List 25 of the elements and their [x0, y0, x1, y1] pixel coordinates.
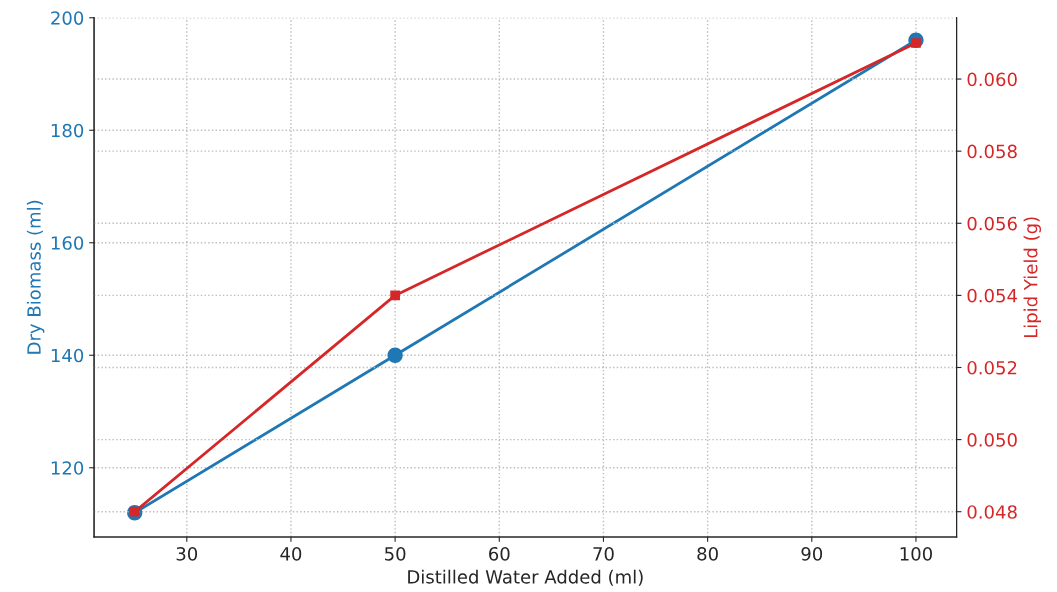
y2-tick-label: 0.058 — [967, 144, 1017, 159]
y2-tick-label: 0.056 — [967, 216, 1017, 231]
x-tick-label: 40 — [280, 546, 302, 561]
x-tick-label: 70 — [593, 546, 614, 561]
x-tick-label: 30 — [176, 546, 198, 561]
y2-tick-label: 0.054 — [967, 288, 1017, 303]
y2-tick-label: 0.052 — [967, 360, 1017, 375]
point — [390, 290, 400, 301]
x-tick-label: 60 — [489, 546, 510, 561]
y-tick-label: 140 — [51, 348, 84, 363]
point — [387, 347, 403, 363]
x-tick-label: 100 — [900, 546, 932, 561]
y-tick-label: 200 — [51, 11, 84, 25]
y-tick-label: 120 — [51, 461, 84, 475]
y2-tick-label: 0.050 — [967, 433, 1017, 447]
y-axis-title: Dry Biomass (ml) — [26, 200, 45, 354]
x-tick-label: 80 — [697, 546, 718, 561]
y-tick-label: 180 — [51, 123, 84, 138]
x-axis-title: Distilled Water Added (ml) — [408, 569, 643, 586]
x-tick-label: 50 — [385, 546, 406, 561]
y-tick-label: 160 — [51, 236, 84, 250]
y2-axis-title: Lipid Yield (g) — [1023, 217, 1042, 338]
y2-tick-label: 0.048 — [967, 505, 1017, 519]
y2-tick-label: 0.060 — [967, 72, 1017, 87]
x-tick-label: 90 — [801, 546, 823, 561]
